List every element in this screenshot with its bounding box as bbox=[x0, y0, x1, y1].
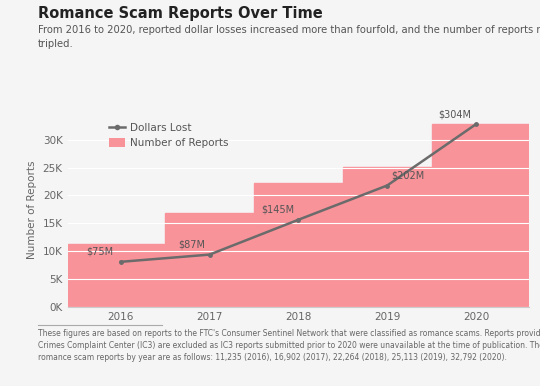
Text: Romance Scam Reports Over Time: Romance Scam Reports Over Time bbox=[38, 6, 322, 21]
Text: $304M: $304M bbox=[438, 109, 471, 119]
Y-axis label: Number of Reports: Number of Reports bbox=[27, 160, 37, 259]
Text: $87M: $87M bbox=[178, 240, 205, 250]
Text: These figures are based on reports to the FTC's Consumer Sentinel Network that w: These figures are based on reports to th… bbox=[38, 329, 540, 362]
Text: $202M: $202M bbox=[392, 171, 425, 181]
Polygon shape bbox=[68, 124, 529, 307]
Legend: Dollars Lost, Number of Reports: Dollars Lost, Number of Reports bbox=[105, 119, 233, 152]
Text: $145M: $145M bbox=[261, 205, 294, 215]
Text: From 2016 to 2020, reported dollar losses increased more than fourfold, and the : From 2016 to 2020, reported dollar losse… bbox=[38, 25, 540, 49]
Text: $75M: $75M bbox=[86, 247, 113, 257]
